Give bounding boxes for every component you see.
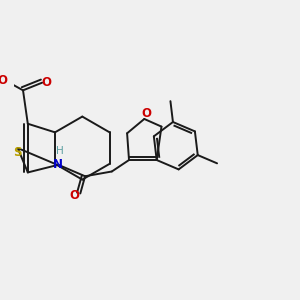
- Text: N: N: [53, 158, 63, 171]
- Text: O: O: [70, 189, 80, 202]
- Text: O: O: [141, 107, 151, 120]
- Text: O: O: [0, 74, 7, 87]
- Text: O: O: [41, 76, 51, 89]
- Text: H: H: [56, 146, 64, 156]
- Text: S: S: [14, 146, 22, 159]
